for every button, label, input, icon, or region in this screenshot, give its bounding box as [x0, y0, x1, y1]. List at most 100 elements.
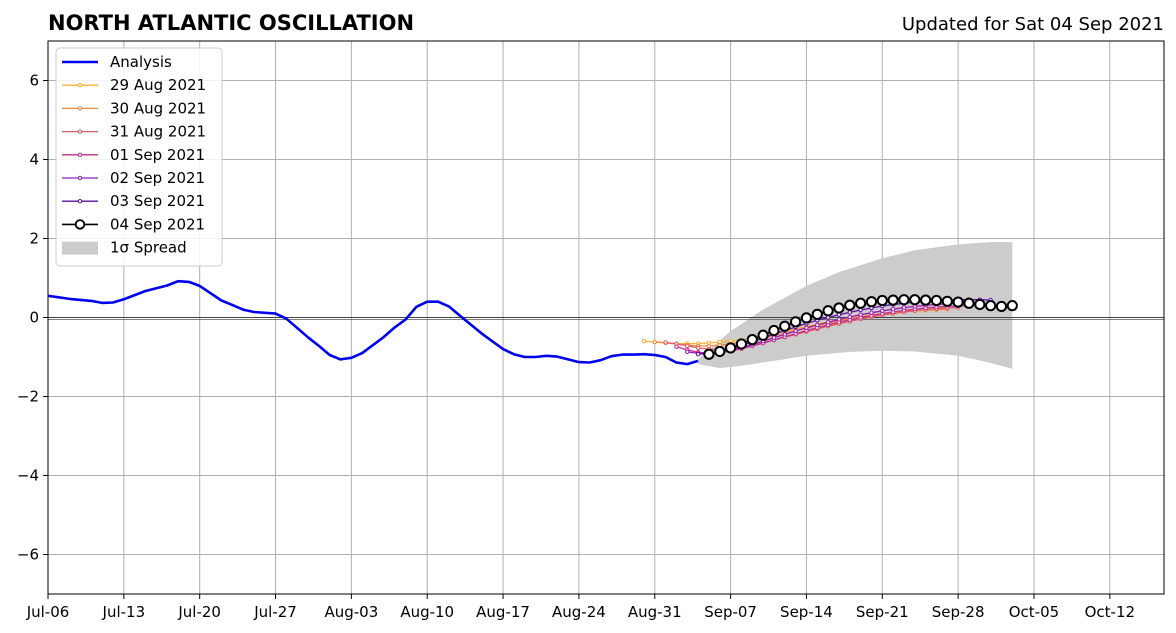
forecast-point [768, 324, 780, 337]
legend-label: 01 Sep 2021 [110, 146, 205, 164]
legend-label: Analysis [110, 53, 172, 71]
legend-label: 29 Aug 2021 [110, 76, 206, 94]
forecast-point [952, 296, 964, 308]
x-tick-label: Aug-17 [476, 603, 530, 621]
legend-entry: 1σ Spread [62, 239, 187, 257]
legend-entry: 29 Aug 2021 [62, 76, 206, 94]
x-tick-label: Oct-12 [1085, 603, 1135, 621]
x-tick-label: Sep-14 [780, 603, 833, 621]
forecast-point [825, 320, 831, 325]
forecast-point [887, 294, 899, 306]
x-tick-label: Sep-21 [856, 603, 909, 621]
x-axis: Jul-06 Jul-13 Jul-20 Jul-27 Aug-03 Aug-10 Aug-… [26, 594, 1135, 621]
forecast-point [652, 339, 657, 345]
forecast-point [941, 295, 953, 307]
legend-marker [77, 199, 83, 204]
forecast-point [930, 294, 943, 307]
legend-label: 02 Sep 2021 [110, 169, 205, 187]
x-tick-label: Sep-28 [932, 603, 985, 621]
y-tick-label: 4 [29, 151, 39, 169]
forecast-point [811, 308, 823, 320]
legend-entry: 01 Sep 2021 [62, 146, 205, 164]
forecast-point [804, 325, 809, 330]
forecast-point [822, 305, 834, 317]
forecast-point [703, 348, 715, 360]
x-tick-label: Aug-10 [400, 603, 454, 621]
legend-marker [77, 175, 83, 181]
forecast-point [725, 342, 737, 354]
legend-marker [77, 129, 83, 134]
x-tick-label: Jul-13 [102, 603, 146, 621]
y-tick-label: 6 [29, 72, 39, 90]
forecast-point [985, 300, 997, 312]
forecast-point [974, 298, 986, 311]
legend-label: 03 Sep 2021 [110, 192, 205, 210]
forecast-point [735, 338, 748, 350]
forecast-point [790, 316, 802, 328]
forecast-line [665, 306, 959, 351]
forecast-point [757, 329, 769, 341]
legend-label: 04 Sep 2021 [110, 215, 205, 233]
forecast-point [869, 310, 874, 315]
x-tick-label: Sep-07 [704, 603, 757, 621]
x-tick-label: Oct-05 [1009, 603, 1059, 621]
forecast-point [855, 297, 867, 309]
forecast-point [685, 349, 690, 355]
forecast-point [674, 344, 679, 349]
updated-date: Updated for Sat 04 Sep 2021 [902, 14, 1164, 35]
forecast-point [890, 307, 896, 312]
y-tick-label: 2 [29, 230, 39, 248]
forecast-point [779, 320, 791, 332]
forecast-point [663, 340, 668, 345]
forecast-point [800, 312, 813, 324]
forecast-point [963, 297, 975, 309]
y-tick-label: −6 [17, 546, 39, 564]
forecast-point [865, 296, 878, 308]
legend-label: 31 Aug 2021 [110, 123, 206, 141]
forecast-point [920, 294, 932, 306]
forecast-point [833, 302, 845, 314]
legend-label: 30 Aug 2021 [110, 99, 206, 117]
forecast-point [847, 310, 852, 315]
forecast-point [815, 322, 820, 328]
legend-entry: 30 Aug 2021 [62, 99, 206, 117]
x-tick-label: Jul-27 [253, 603, 297, 621]
forecast-point [847, 314, 852, 320]
legend-marker [77, 83, 83, 88]
legend-entry: 02 Sep 2021 [62, 169, 205, 187]
forecast-point [876, 294, 888, 307]
legend-marker [77, 106, 83, 111]
y-tick-label: −4 [17, 467, 39, 485]
legend-marker [74, 219, 86, 230]
analysis-line [48, 279, 699, 366]
forecast-point [880, 308, 885, 313]
forecast-point [901, 305, 907, 310]
x-tick-label: Aug-03 [324, 603, 378, 621]
plot-series [48, 242, 1164, 369]
forecast-point [898, 294, 910, 306]
legend-box [55, 47, 223, 267]
x-tick-label: Aug-24 [552, 603, 606, 621]
legend: Analysis 29 Aug 2021 30 Aug 2021 31 Aug 202… [55, 47, 223, 267]
legend-entry: 03 Sep 2021 [62, 192, 205, 210]
forecast-point [844, 299, 856, 311]
legend-entry: 31 Aug 2021 [62, 123, 206, 141]
x-tick-label: Jul-06 [26, 603, 70, 621]
forecast-point [858, 312, 863, 317]
forecast-point [714, 345, 726, 358]
forecast-point [695, 345, 701, 351]
legend-swatch [62, 241, 98, 255]
x-tick-label: Jul-20 [177, 603, 221, 621]
forecast-point [793, 328, 798, 334]
forecast-point [641, 339, 647, 344]
forecast-point [771, 335, 777, 340]
forecast-point [995, 300, 1008, 313]
y-tick-label: −2 [17, 388, 39, 406]
forecast-point [746, 334, 758, 346]
y-tick-label: 0 [29, 309, 39, 327]
forecast-point [909, 294, 921, 306]
forecast-point [695, 352, 701, 357]
legend-entry: Analysis [62, 53, 172, 71]
forecast-point [836, 317, 842, 322]
x-tick-label: Aug-31 [628, 603, 682, 621]
